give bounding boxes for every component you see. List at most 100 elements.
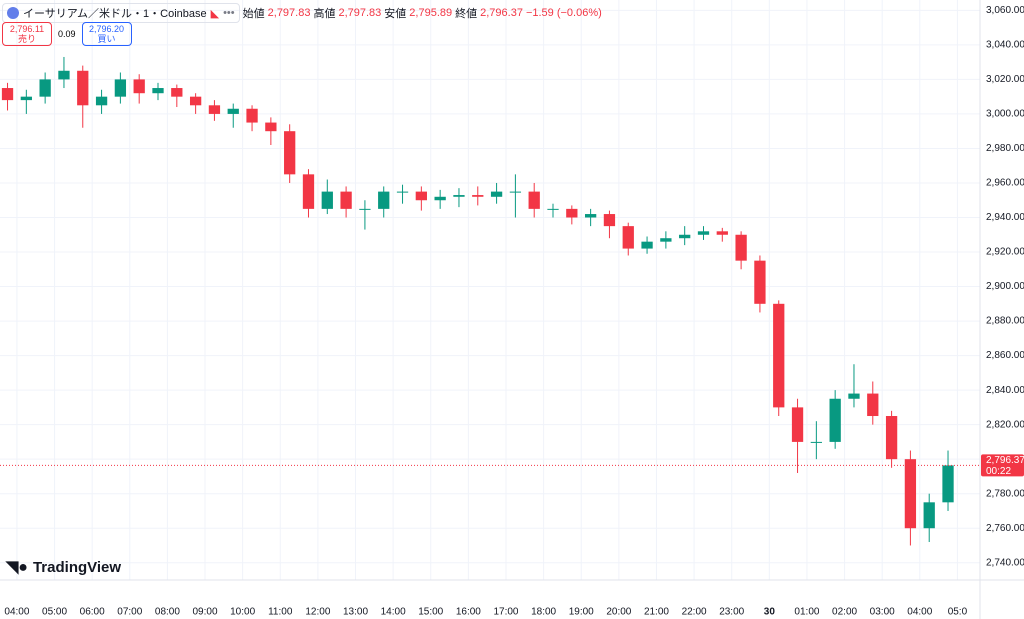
x-tick-label: 15:00 — [418, 607, 443, 618]
candle-body — [829, 398, 841, 442]
ohlc-label: 安値 — [384, 8, 407, 20]
candle-body — [810, 441, 822, 443]
candle-body — [566, 208, 578, 218]
candle-body — [114, 79, 127, 97]
y-tick-label: 2,920.00 — [986, 247, 1024, 258]
title: イーサリアム／米ドル・1・Coinbase — [23, 8, 207, 20]
candle-body — [434, 196, 446, 201]
x-tick-label: 08:00 — [155, 607, 180, 618]
candle-body — [848, 393, 860, 399]
y-tick-label: 2,760.00 — [986, 523, 1024, 534]
candle-body — [133, 79, 145, 94]
spread: 0.09 — [58, 29, 76, 39]
x-tick-label: 11:00 — [268, 607, 293, 618]
candle-body — [378, 191, 390, 209]
candle-body — [584, 214, 597, 218]
candle-body — [396, 191, 409, 193]
candle-body — [716, 231, 728, 235]
x-tick-label: 04:00 — [907, 607, 932, 618]
x-tick-label: 18:00 — [531, 607, 556, 618]
y-tick-label: 2,780.00 — [986, 488, 1024, 499]
y-tick-label: 2,900.00 — [986, 281, 1024, 292]
y-tick-label: 3,020.00 — [986, 74, 1024, 85]
candle-body — [246, 108, 258, 123]
candle-body — [791, 407, 804, 442]
x-tick-label: 02:00 — [832, 607, 857, 618]
candle-body — [622, 226, 634, 249]
candle-body — [359, 208, 371, 210]
x-tick-label: 06:00 — [80, 607, 105, 618]
symbol[interactable]: イーサリアム／米ドル・1・Coinbase ◣ ••• — [2, 3, 240, 23]
candle-body — [490, 191, 503, 197]
ohlc-label: 高値 — [313, 8, 336, 20]
y-tick-label: 2,940.00 — [986, 212, 1024, 223]
candle-body — [603, 214, 616, 227]
logo-text: TradingView — [32, 558, 122, 576]
candle-body — [528, 191, 540, 209]
candle-body — [735, 234, 747, 261]
candle-body — [697, 231, 710, 235]
candle-body — [340, 191, 352, 209]
candle-body — [904, 459, 917, 529]
x-tick-label: 14:00 — [381, 607, 406, 618]
candle-body — [20, 96, 32, 101]
candle-body — [77, 70, 89, 106]
y-tick-label: 3,060.00 — [986, 5, 1024, 16]
candle-body — [227, 108, 239, 114]
y-tick-label: 2,840.00 — [986, 385, 1024, 396]
candle-body — [302, 174, 315, 209]
candle-body — [152, 88, 164, 94]
x-tick-label: 22:00 — [682, 607, 707, 618]
candle-body — [321, 191, 333, 209]
buy-button[interactable]: 2,796.20 買い — [81, 22, 132, 46]
x-tick-label: 12:00 — [305, 607, 330, 618]
x-tick-label: 05:0 — [948, 607, 968, 618]
x-tick-label: 04:00 — [4, 607, 29, 618]
last-price-label: 2,796.37 — [986, 455, 1024, 466]
sell-button[interactable]: 2,796.11 売り — [2, 22, 52, 46]
candle-body — [58, 70, 70, 80]
x-tick-label: 30 — [764, 607, 776, 618]
x-tick-label: 01:00 — [794, 607, 819, 618]
ohlc-value: 2,797.83 — [267, 7, 311, 19]
x-tick-label: 20:00 — [606, 607, 631, 618]
candle-body — [679, 234, 691, 239]
change: −1.59 (−0.06%) — [525, 7, 602, 19]
ohlc-value: 2,795.89 — [409, 7, 453, 19]
candle-body — [415, 191, 427, 201]
y-tick-label: 3,040.00 — [986, 40, 1024, 51]
candle-body — [171, 88, 183, 97]
x-tick-label: 21:00 — [644, 607, 669, 618]
candle-body — [1, 88, 14, 101]
candle-body — [189, 96, 202, 106]
x-tick-label: 19:00 — [569, 607, 594, 618]
x-tick-label: 13:00 — [343, 607, 368, 618]
x-tick-label: 05:00 — [42, 607, 67, 618]
x-tick-label: 03:00 — [870, 607, 895, 618]
x-tick-label: 07:00 — [117, 607, 142, 618]
candle-body — [284, 131, 296, 175]
y-tick-label: 3,000.00 — [986, 109, 1024, 120]
candle-body — [942, 465, 954, 503]
y-tick-label: 2,980.00 — [986, 143, 1024, 154]
ohlc-value: 2,796.37 — [480, 7, 523, 19]
trade-buttons: 2,796.11 売り 0.09 2,796.20 買い — [2, 22, 132, 46]
candle-body — [754, 260, 766, 304]
buy-price: 2,796.20 — [89, 24, 125, 34]
logo: ◥● TradingView — [6, 558, 122, 577]
candle-body — [660, 238, 672, 242]
candle-body — [95, 96, 108, 106]
x-tick-label: 23:00 — [719, 607, 744, 618]
ohlc-label: 終値 — [455, 8, 478, 20]
ohlc-value: 2,797.83 — [338, 7, 382, 19]
candle-body — [547, 208, 559, 210]
candle-body — [472, 195, 484, 197]
candle-body — [453, 195, 465, 197]
candle-body — [773, 303, 785, 408]
x-tick-label: 10:00 — [230, 607, 255, 618]
y-tick-label: 2,820.00 — [986, 419, 1024, 430]
ohlc-label: 始値 — [242, 8, 265, 20]
y-tick-label: 2,880.00 — [986, 316, 1024, 327]
candle-body — [265, 122, 277, 132]
buy-label: 買い — [97, 34, 116, 44]
